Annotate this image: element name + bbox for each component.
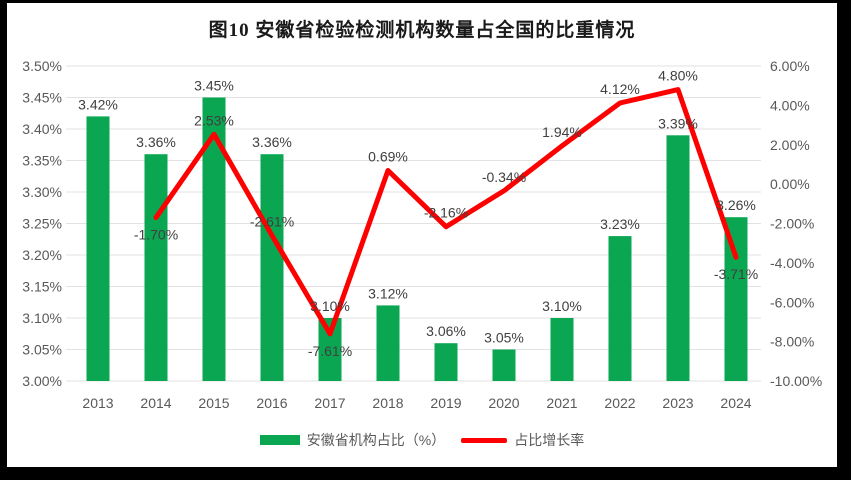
bar-value-label: 3.39%	[658, 115, 698, 131]
bar-value-label: 3.10%	[542, 298, 582, 314]
left-axis-tick-label: 3.00%	[22, 373, 62, 389]
left-axis-tick-label: 3.30%	[22, 184, 62, 200]
legend-line-series-label: 占比增长率	[514, 432, 585, 448]
bar-2016	[260, 154, 284, 381]
left-axis-tick-label: 3.35%	[22, 153, 62, 169]
bar-2013	[86, 116, 110, 382]
bar-value-label: 3.12%	[368, 285, 408, 301]
x-axis-year-label: 2015	[198, 395, 229, 411]
right-axis-tick-label: 0.00%	[770, 176, 810, 192]
bar-value-label: 3.23%	[600, 216, 640, 232]
legend-item-bar-series: 安徽省机构占比（%）	[259, 430, 446, 450]
line-value-label: -3.71%	[714, 266, 758, 282]
growth-rate-line	[153, 87, 739, 337]
x-axis-year-label: 2019	[430, 395, 461, 411]
x-axis-year-label: 2018	[372, 395, 403, 411]
right-axis-tick-label: -4.00%	[770, 255, 814, 271]
x-axis-year-label: 2013	[82, 395, 113, 411]
bar-2020	[492, 349, 516, 381]
right-axis-tick-label: -2.00%	[770, 216, 814, 232]
left-axis-tick-label: 3.50%	[22, 58, 62, 74]
bar-2021	[550, 318, 574, 381]
bar-2018	[376, 305, 400, 381]
left-axis-tick-label: 3.40%	[22, 121, 62, 137]
line-value-label: 4.80%	[658, 68, 698, 84]
bar-value-label: 3.36%	[252, 134, 292, 150]
line-value-label: -2.61%	[250, 214, 294, 230]
left-axis-tick-label: 3.20%	[22, 247, 62, 263]
bar-series-swatch-icon	[259, 435, 300, 445]
bar-value-label: 3.06%	[426, 323, 466, 339]
bar-value-label: 3.10%	[310, 298, 350, 314]
line-value-label: -1.70%	[134, 227, 178, 243]
x-axis-year-label: 2017	[314, 395, 345, 411]
bar-2019	[434, 343, 458, 381]
x-axis-year-label: 2021	[546, 395, 577, 411]
x-axis-year-label: 2014	[140, 395, 171, 411]
x-axis-year-label: 2016	[256, 395, 287, 411]
line-value-label: 1.94%	[542, 124, 582, 140]
right-axis-tick-label: 6.00%	[770, 58, 810, 74]
line-value-label: -0.34%	[482, 169, 526, 185]
x-axis-year-label: 2020	[488, 395, 519, 411]
bar-2022	[608, 236, 632, 381]
chart-canvas: 3.42% 3.36% 3.45% 3.36% 3.10% 3.12% 3.06% 3.05%…	[7, 3, 837, 467]
bar-value-label: 3.45%	[194, 78, 234, 94]
line-value-label: -7.61%	[308, 343, 352, 359]
left-axis-tick-label: 3.05%	[22, 342, 62, 358]
right-axis-tick-label: -6.00%	[770, 294, 814, 310]
chart-title: 图10 安徽省检验检测机构数量占全国的比重情况	[208, 20, 636, 41]
right-axis-tick-label: 2.00%	[770, 137, 810, 153]
right-axis-tick-label: -10.00%	[770, 373, 822, 389]
x-axis-year-label: 2023	[662, 395, 693, 411]
line-value-label: 2.53%	[194, 112, 234, 128]
bar-value-label: 3.42%	[78, 96, 118, 112]
line-series-swatch-icon	[461, 437, 508, 443]
x-axis-year-label: 2024	[720, 395, 751, 411]
bar-2024	[724, 217, 748, 381]
x-axis-year-label: 2022	[604, 395, 635, 411]
left-axis-tick-label: 3.45%	[22, 90, 62, 106]
legend-item-line-series: 占比增长率	[461, 430, 584, 450]
legend: 安徽省机构占比（%） 占比增长率	[7, 430, 837, 450]
bar-2015	[202, 97, 226, 381]
line-value-label: -2.16%	[424, 205, 468, 221]
plot-area: 3.42% 3.36% 3.45% 3.36% 3.10% 3.12% 3.06% 3.05%…	[22, 58, 822, 411]
bar-2017	[318, 318, 342, 381]
right-axis-tick-label: -8.00%	[770, 334, 814, 350]
legend-bar-series-label: 安徽省机构占比（%）	[306, 432, 446, 448]
right-axis-tick-label: 4.00%	[770, 97, 810, 113]
line-value-label: 4.12%	[600, 81, 640, 97]
bar-2023	[666, 135, 690, 381]
line-value-label: 0.69%	[368, 149, 408, 165]
left-axis-tick-label: 3.15%	[22, 279, 62, 295]
left-axis-tick-label: 3.25%	[22, 216, 62, 232]
bar-value-label: 3.26%	[716, 197, 756, 213]
bar-value-label: 3.05%	[484, 330, 524, 346]
bar-2014	[144, 154, 168, 381]
bar-value-label: 3.36%	[136, 134, 176, 150]
left-axis-tick-label: 3.10%	[22, 310, 62, 326]
